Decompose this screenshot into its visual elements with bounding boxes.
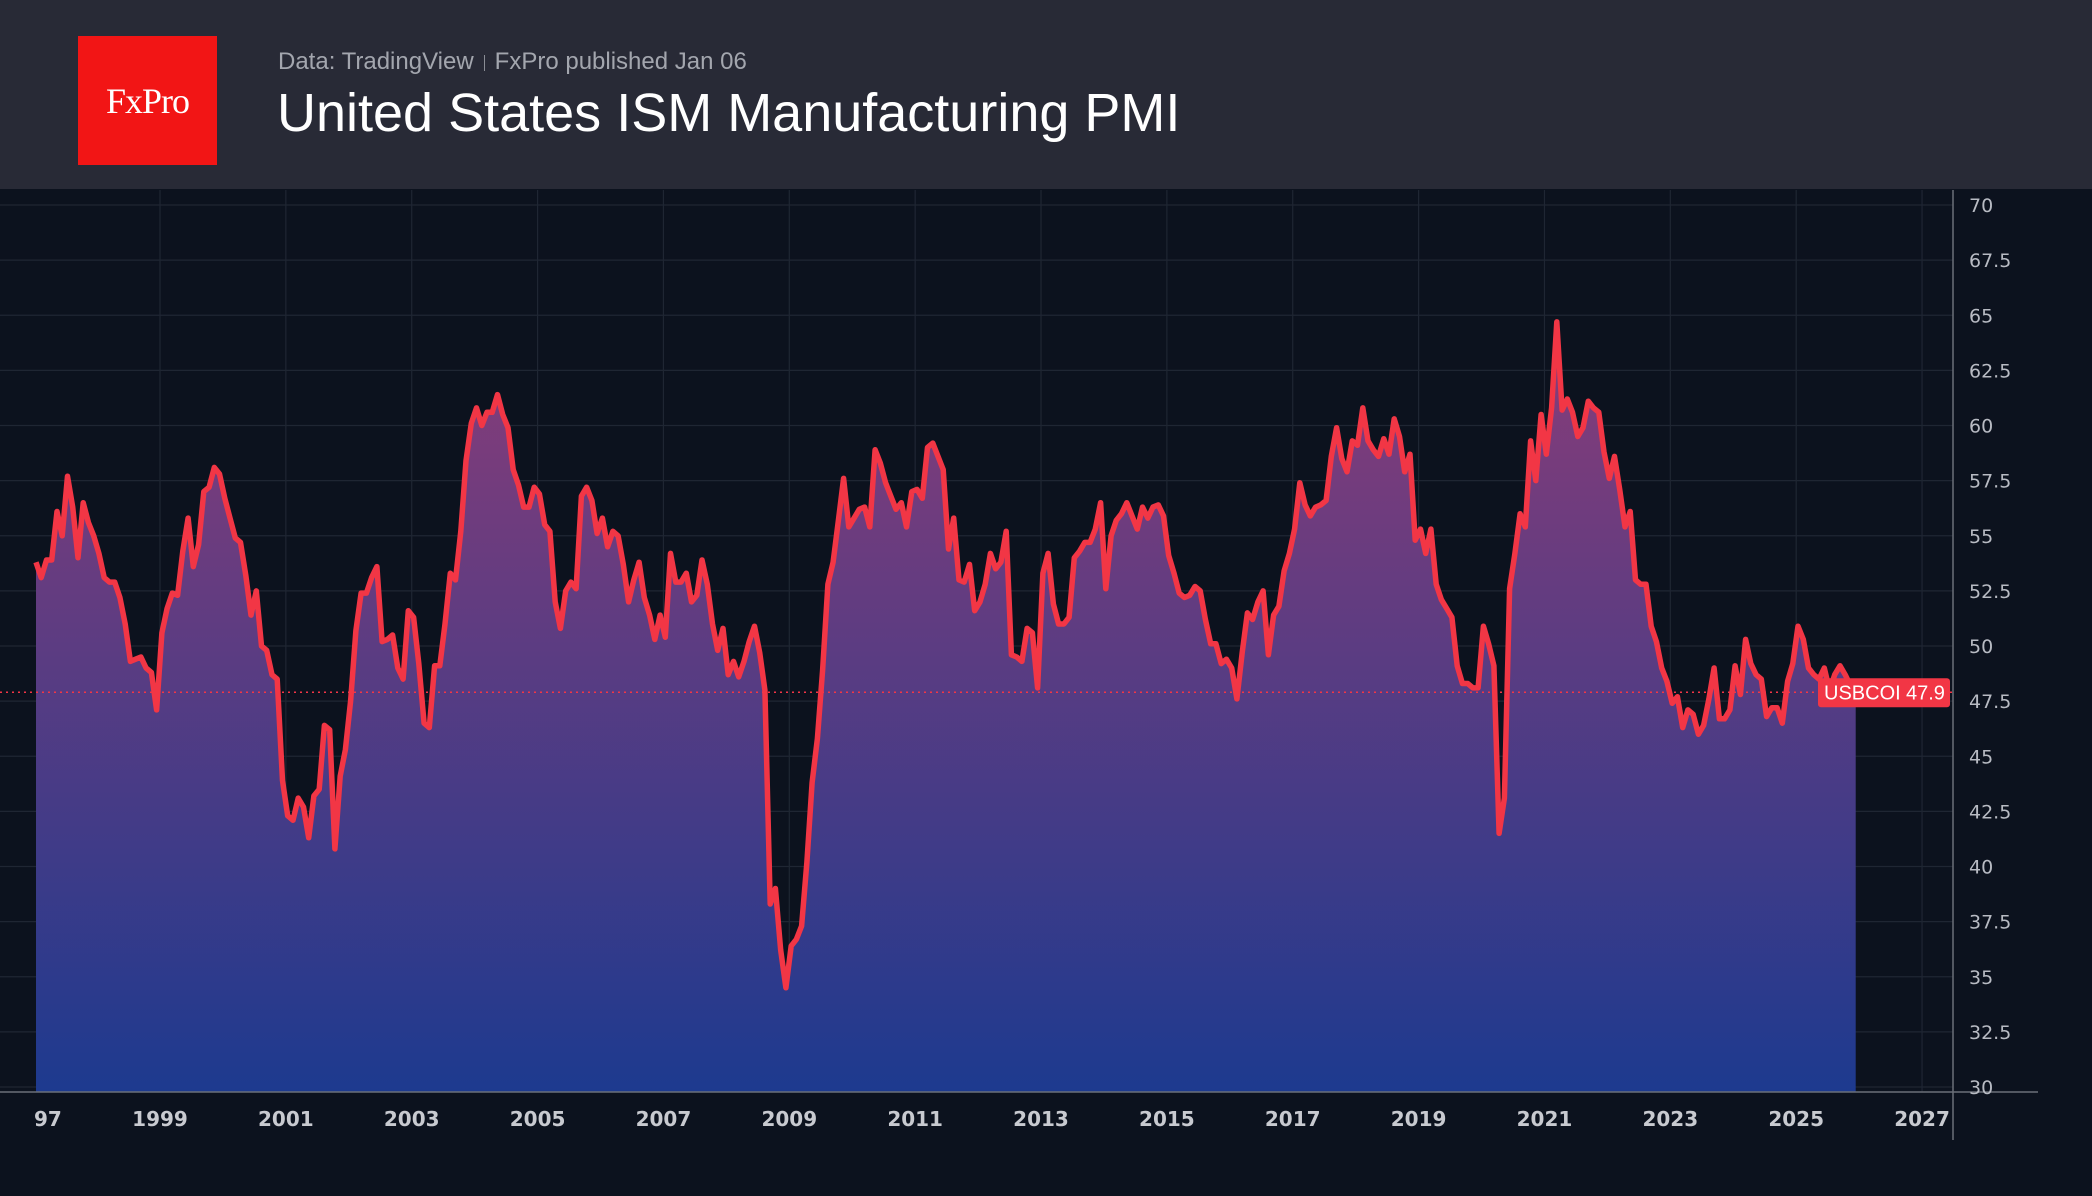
y-tick-label: 55 <box>1969 526 1993 548</box>
y-tick-label: 30 <box>1969 1077 1993 1099</box>
x-tick-label: 2011 <box>887 1107 943 1131</box>
x-tick-label: 2001 <box>258 1107 314 1131</box>
x-tick-label: 2017 <box>1265 1107 1321 1131</box>
y-tick-label: 57.5 <box>1969 471 2011 493</box>
y-tick-label: 65 <box>1969 305 1993 327</box>
y-tick-label: 52.5 <box>1969 581 2011 603</box>
y-tick-label: 45 <box>1969 746 1993 768</box>
y-tick-label: 37.5 <box>1969 912 2011 934</box>
y-tick-label: 35 <box>1969 967 1993 989</box>
y-tick-label: 42.5 <box>1969 801 2011 823</box>
x-tick-label: 2021 <box>1517 1107 1573 1131</box>
area-fill <box>36 321 1856 1092</box>
x-tick-label: 2015 <box>1139 1107 1195 1131</box>
y-tick-label: 32.5 <box>1969 1022 2011 1044</box>
x-tick-label: 97 <box>34 1107 62 1131</box>
x-tick-label: 1999 <box>132 1107 188 1131</box>
x-tick-label: 2027 <box>1894 1107 1950 1131</box>
x-tick-label: 2023 <box>1642 1107 1698 1131</box>
x-tick-label: 2005 <box>510 1107 566 1131</box>
y-axis-labels: 30 32.5 35 37.5 40 42.5 45 47.5 50 52.5 55 57.5 60 62… <box>1969 195 2011 1099</box>
fxpro-logo: FxPro <box>78 36 217 165</box>
y-tick-label: 62.5 <box>1969 360 2011 382</box>
x-tick-label: 2013 <box>1013 1107 1069 1131</box>
x-tick-label: 2019 <box>1391 1107 1447 1131</box>
x-tick-label: 2007 <box>636 1107 692 1131</box>
last-value-badge: USBCOI 47.9 <box>1818 678 1950 708</box>
pmi-series-line <box>33 319 1858 991</box>
data-source: Data: TradingView <box>278 48 474 75</box>
y-tick-label: 50 <box>1969 636 1993 658</box>
y-tick-label: 40 <box>1969 857 1993 879</box>
x-tick-label: 2003 <box>384 1107 440 1131</box>
y-tick-label: 70 <box>1969 195 1993 217</box>
x-tick-label: 2009 <box>761 1107 817 1131</box>
y-tick-label: 67.5 <box>1969 250 2011 272</box>
series-name-label: USBCOI <box>1824 682 1901 704</box>
page-title: United States ISM Manufacturing PMI <box>277 83 1181 143</box>
last-value-label: 47.9 <box>1906 682 1945 704</box>
y-tick-label: 47.5 <box>1969 691 2011 713</box>
subtitle: Data: TradingView FxPro published Jan 06 <box>278 48 747 76</box>
y-tick-label: 60 <box>1969 416 1993 438</box>
header-bar: FxPro Data: TradingView FxPro published J… <box>0 0 2092 189</box>
published-date: FxPro published Jan 06 <box>494 48 747 75</box>
logo-text: FxPro <box>105 80 190 121</box>
x-axis-labels: 97 1999 2001 2003 2005 2007 2009 2011 2013 2015 20… <box>34 1107 1950 1131</box>
separator <box>483 54 485 71</box>
x-tick-label: 2025 <box>1768 1107 1824 1131</box>
